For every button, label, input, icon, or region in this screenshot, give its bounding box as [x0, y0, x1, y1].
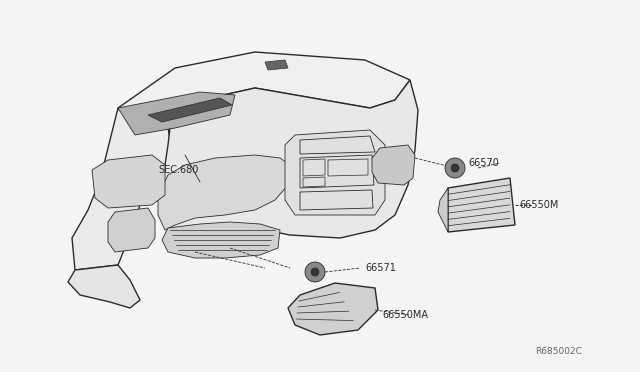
- Polygon shape: [372, 145, 415, 185]
- Polygon shape: [285, 130, 385, 215]
- Circle shape: [451, 164, 459, 172]
- Text: 66550M: 66550M: [519, 200, 558, 210]
- Text: 66550MA: 66550MA: [382, 310, 428, 320]
- Circle shape: [311, 268, 319, 276]
- Polygon shape: [265, 60, 288, 70]
- Polygon shape: [288, 283, 378, 335]
- Polygon shape: [108, 208, 155, 252]
- Circle shape: [445, 158, 465, 178]
- Polygon shape: [72, 108, 170, 270]
- Polygon shape: [158, 155, 290, 230]
- Polygon shape: [148, 98, 232, 122]
- Polygon shape: [448, 178, 515, 232]
- Text: SEC.680: SEC.680: [158, 165, 198, 175]
- Circle shape: [305, 262, 325, 282]
- Polygon shape: [118, 52, 410, 125]
- Text: 66571: 66571: [365, 263, 396, 273]
- Polygon shape: [438, 188, 448, 232]
- Text: 66570: 66570: [468, 158, 499, 168]
- Text: R685002C: R685002C: [535, 347, 582, 356]
- Polygon shape: [118, 92, 235, 135]
- Polygon shape: [92, 155, 165, 208]
- Polygon shape: [162, 222, 280, 258]
- Polygon shape: [158, 80, 418, 240]
- Polygon shape: [68, 265, 140, 308]
